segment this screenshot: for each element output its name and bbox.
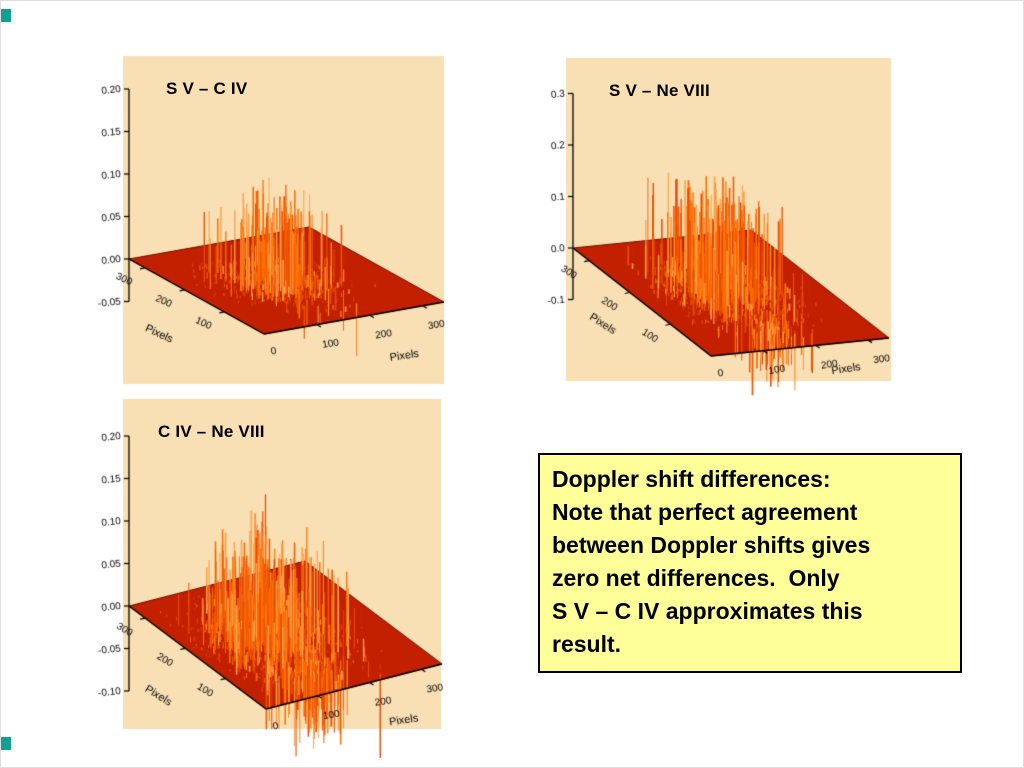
decoration-top-left xyxy=(1,9,11,22)
note-box: Doppler shift differences: Note that per… xyxy=(538,453,962,673)
note-line: S V – C IV approximates this xyxy=(552,598,863,624)
surface-plot-sv-civ: S V – C IV xyxy=(76,51,456,396)
plot-title-civ-neviii: C IV – Ne VIII xyxy=(158,422,265,441)
note-line: result. xyxy=(552,631,622,657)
surface-plot-sv-neviii: S V – Ne VIII xyxy=(521,51,901,406)
note-line: Doppler shift differences: xyxy=(552,466,831,492)
surface-canvas-civ-neviii xyxy=(76,394,456,766)
note-line: between Doppler shifts gives xyxy=(552,532,871,558)
surface-canvas-sv-civ xyxy=(76,51,456,396)
note-line: Note that perfect agreement xyxy=(552,499,858,525)
plot-title-sv-neviii: S V – Ne VIII xyxy=(609,81,710,100)
plot-title-sv-civ: S V – C IV xyxy=(166,79,248,98)
surface-canvas-sv-neviii xyxy=(521,51,901,406)
surface-plot-civ-neviii: C IV – Ne VIII xyxy=(76,394,456,766)
decoration-bottom-left xyxy=(1,737,11,750)
note-line: zero net differences. Only xyxy=(552,565,840,591)
